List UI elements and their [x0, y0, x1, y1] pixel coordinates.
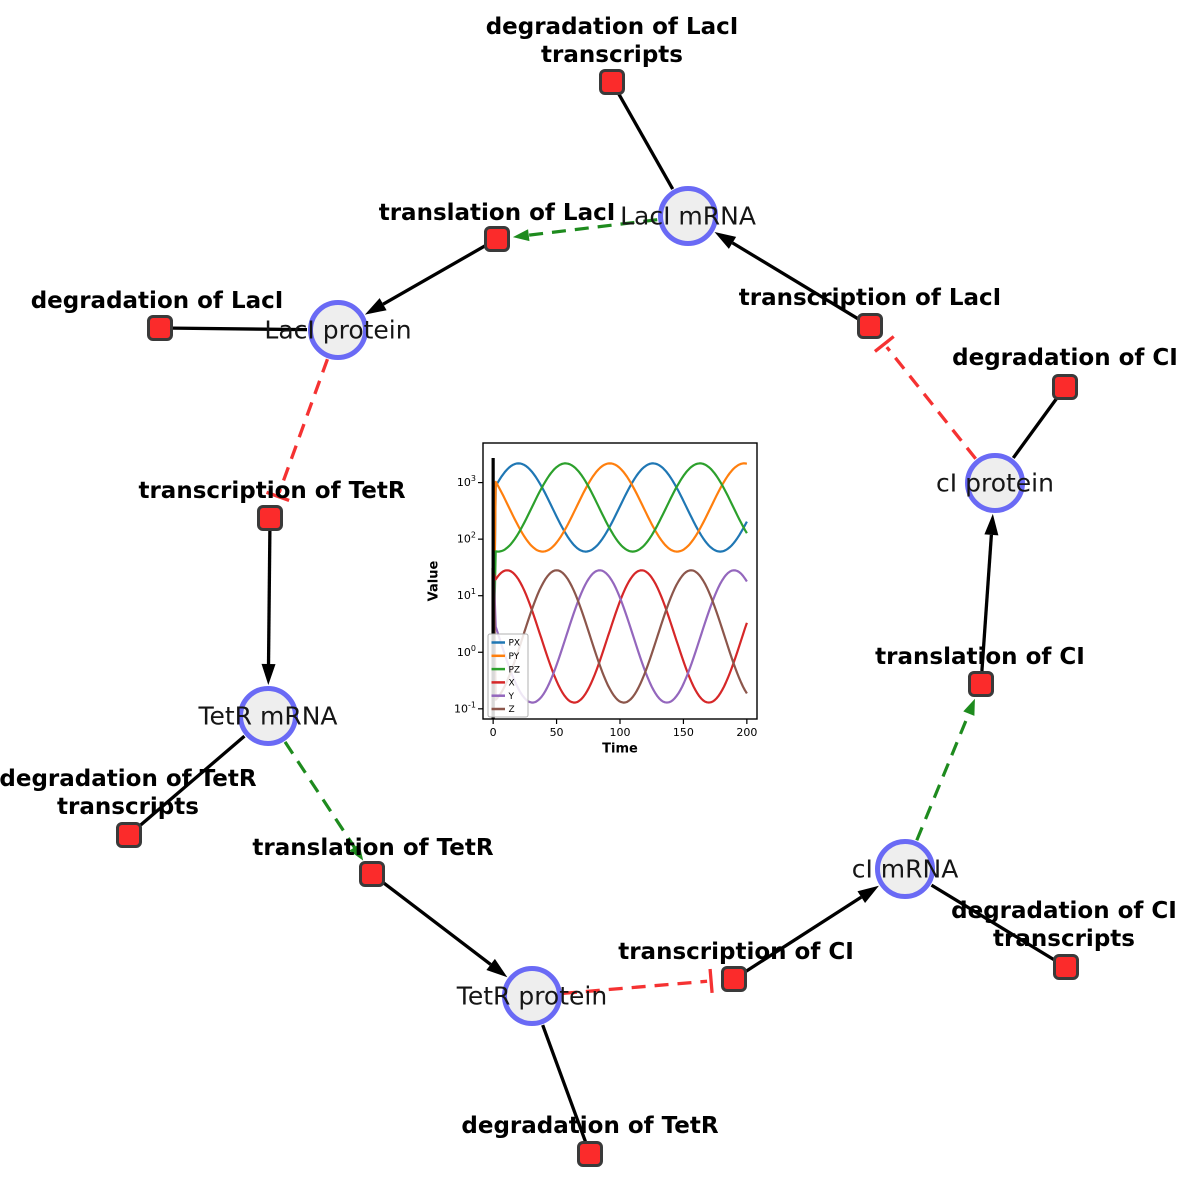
reaction-node-deg_cI [1051, 373, 1078, 400]
y-tick-label: 101 [457, 587, 476, 602]
reaction-node-deg_TetR_tr [115, 821, 142, 848]
chart-series-Z [492, 569, 748, 704]
edge-transc_LacI-LacI_mRNA-arrowhead [714, 232, 737, 249]
reaction-node-deg_cI_tr [1052, 953, 1079, 980]
reaction-node-deg_TetR [576, 1140, 603, 1167]
species-node-TetR_protein [502, 966, 562, 1026]
species-node-TetR_mRNA [238, 686, 298, 746]
edge-cI_protein-transc_LacI [885, 346, 977, 460]
edge-cI_mRNA-transl_cI-arrowhead [963, 698, 975, 716]
edge-TetR_mRNA-transl_TetR-arrowhead [349, 843, 364, 861]
reaction-node-transl_TetR [358, 860, 385, 887]
x-tick-label: 50 [550, 726, 564, 739]
edge-LacI_mRNA-deg_LacI_tr [616, 92, 675, 190]
edge-LacI_protein-transc_TetR [277, 358, 330, 494]
edge-transc_LacI-LacI_mRNA [731, 241, 860, 321]
y-tick-label: 10-1 [454, 700, 476, 715]
edge-TetR_mRNA-deg_TetR_tr [137, 734, 246, 828]
species-node-cI_protein [965, 453, 1025, 513]
y-tick-label: 102 [457, 531, 476, 546]
chart-series-PX [492, 462, 748, 643]
species-node-LacI_protein [308, 300, 368, 360]
edge-transl_TetR-TetR_protein-arrowhead [486, 958, 508, 978]
chart-series-PY [492, 462, 748, 643]
chart-series-Y [492, 569, 748, 704]
chart-series-PZ [492, 462, 748, 643]
edge-TetR_protein-transc_cI-tbar [708, 968, 714, 994]
reaction-node-transl_cI [967, 670, 994, 697]
inset-timecourse-plot: 0 50 100 150 200 10-1 100 101 102 103 PX PY PZ X Y Z Ti… [425, 438, 775, 773]
edge-cI_protein-transc_LacI-tbar [873, 335, 895, 353]
reaction-node-transc_LacI [856, 312, 883, 339]
edge-TetR_protein-transc_cI [562, 979, 708, 996]
edge-cI_mRNA-deg_cI_tr [930, 883, 1056, 962]
x-tick-label: 100 [610, 726, 631, 739]
legend-label-PX: PX [509, 639, 521, 649]
edge-LacI_protein-deg_LacI [172, 326, 308, 332]
legend-label-PZ: PZ [509, 665, 521, 675]
reaction-node-deg_LacI [146, 314, 173, 341]
reaction-node-transl_LacI [483, 225, 510, 252]
edge-transc_cI-cI_mRNA [744, 895, 863, 974]
reaction-node-transc_cI [720, 965, 747, 992]
x-tick-label: 150 [673, 726, 694, 739]
x-tick-label: 0 [490, 726, 497, 739]
edge-transl_cI-cI_protein [980, 534, 994, 672]
edge-LacI_mRNA-transl_LacI-arrowhead [512, 229, 530, 242]
species-node-cI_mRNA [875, 839, 935, 899]
edge-transl_LacI-LacI_protein-arrowhead [364, 298, 387, 315]
legend-label-Y: Y [508, 692, 515, 702]
y-tick-label: 103 [457, 474, 476, 489]
timecourse-chart: 0 50 100 150 200 10-1 100 101 102 103 PX PY PZ XYZ [454, 442, 758, 739]
edge-transl_LacI-LacI_protein [382, 244, 487, 306]
x-tick-label: 200 [736, 726, 757, 739]
edge-transc_cI-cI_mRNA-arrowhead [857, 885, 879, 904]
edge-TetR_mRNA-transl_TetR [283, 741, 357, 850]
edge-LacI_mRNA-transl_LacI [526, 218, 658, 238]
edge-transl_TetR-TetR_protein [381, 880, 492, 966]
edge-transc_TetR-TetR_mRNA [266, 530, 272, 665]
species-node-LacI_mRNA [658, 186, 718, 246]
edge-transl_cI-cI_protein-arrowhead [984, 513, 999, 536]
legend-label-PY: PY [509, 652, 520, 662]
edge-TetR_protein-deg_TetR [541, 1024, 588, 1143]
y-tick-label: 100 [457, 644, 476, 659]
reaction-node-deg_LacI_tr [598, 68, 625, 95]
legend-label-Z: Z [509, 705, 515, 715]
legend-label-X: X [509, 679, 515, 689]
edge-cI_protein-deg_cI [1011, 396, 1059, 459]
edge-transc_TetR-TetR_mRNA-arrowhead [261, 663, 276, 686]
chart-x-axis-label: Time [602, 741, 638, 757]
reaction-node-transc_TetR [256, 504, 283, 531]
edge-LacI_protein-transc_TetR-tbar [265, 490, 290, 503]
edge-cI_mRNA-transl_cI [915, 711, 972, 841]
chart-y-axis-label: Value [426, 560, 442, 602]
